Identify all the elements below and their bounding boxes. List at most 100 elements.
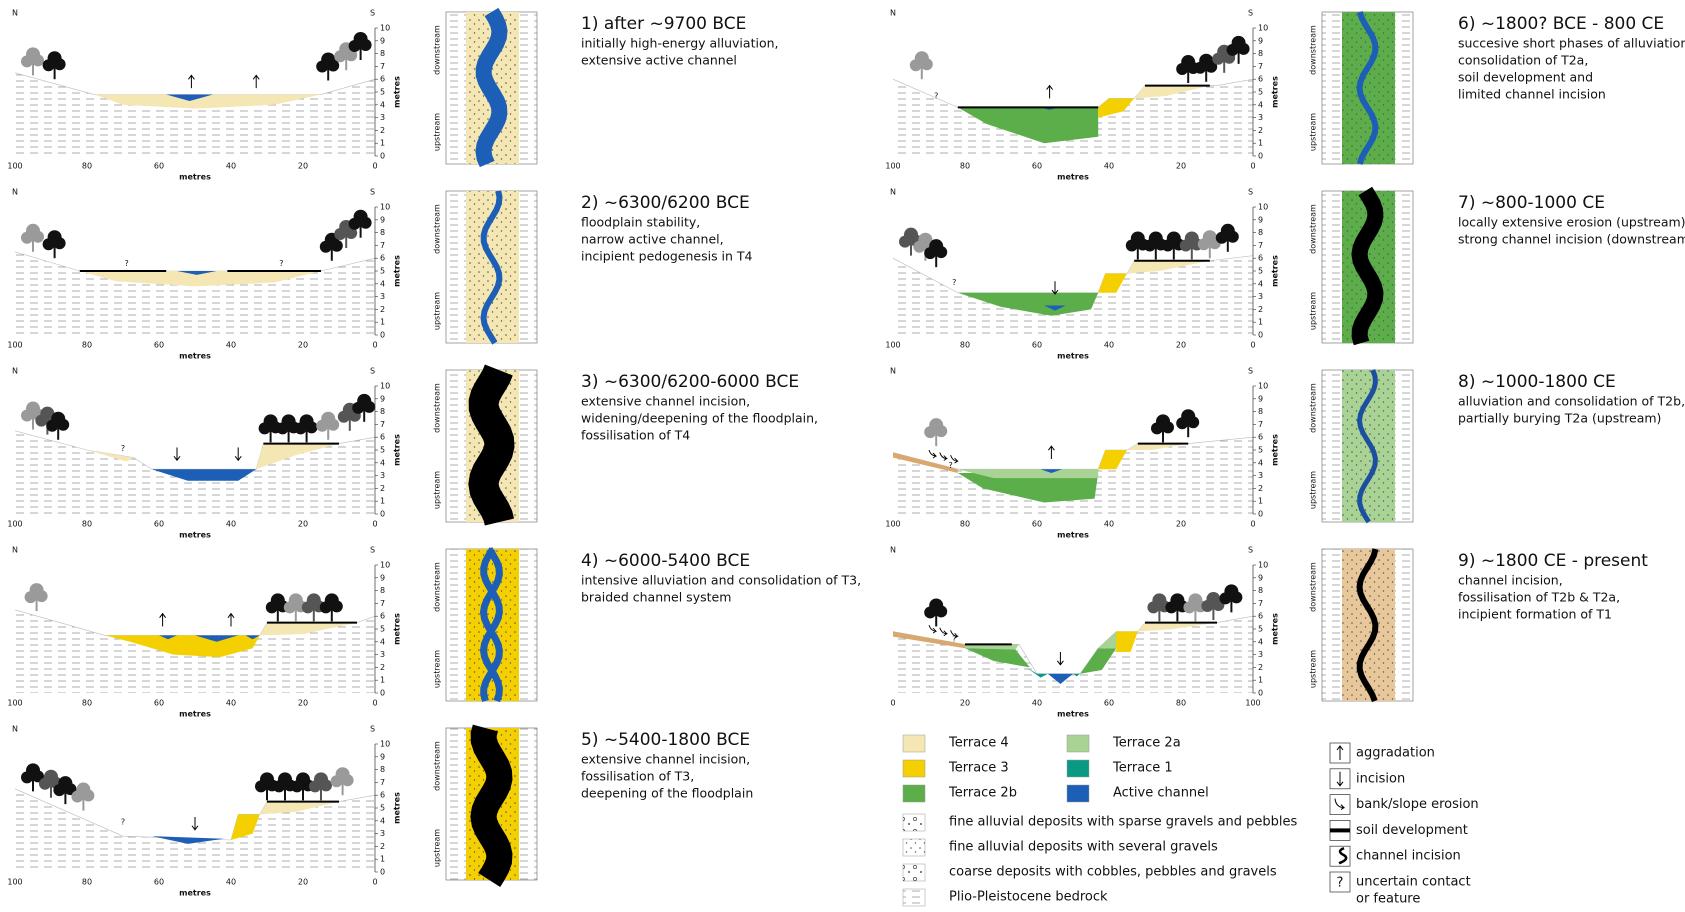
x-tick-label: 0 bbox=[1250, 341, 1255, 350]
uncertain-note: ? bbox=[279, 259, 283, 268]
stage-description: fossilisation of T4 bbox=[581, 428, 690, 443]
y-tick-label: 4 bbox=[380, 637, 385, 646]
y-tick-label: 1 bbox=[380, 676, 385, 685]
x-tick-label: 40 bbox=[226, 878, 236, 887]
x-tick-label: 100 bbox=[7, 699, 22, 708]
stage-description: initially high-energy alluviation, bbox=[581, 36, 779, 51]
legend-label: Terrace 1 bbox=[1112, 761, 1173, 776]
y-tick-label: 1 bbox=[380, 855, 385, 864]
stage-description: incipient formation of T1 bbox=[1458, 607, 1612, 622]
tree-crown bbox=[320, 419, 330, 429]
symbol-soil bbox=[1330, 828, 1350, 832]
legend-label: fine alluvial deposits with sparse grave… bbox=[949, 815, 1298, 830]
y-tick-label: 2 bbox=[1258, 484, 1263, 493]
x-tick-label: 80 bbox=[82, 878, 92, 887]
x-tick-label: 20 bbox=[298, 520, 308, 529]
y-tick-label: 2 bbox=[380, 126, 385, 135]
x-tick-label: 40 bbox=[226, 162, 236, 171]
south-label: S bbox=[370, 9, 375, 18]
downstream-label: downstream bbox=[1309, 562, 1318, 612]
tree-crown bbox=[1151, 600, 1161, 610]
south-label: S bbox=[370, 188, 375, 197]
x-tick-label: 60 bbox=[1032, 162, 1042, 171]
y-tick-label: 8 bbox=[1258, 586, 1263, 595]
y-tick-label: 0 bbox=[380, 510, 385, 519]
y-tick-label: 5 bbox=[1258, 625, 1263, 634]
x-axis-label: metres bbox=[179, 889, 211, 898]
legend-label: Terrace 3 bbox=[948, 761, 1009, 776]
stage-title: 7) ~800-1000 CE bbox=[1458, 193, 1605, 213]
y-tick-label: 4 bbox=[380, 100, 385, 109]
y-tick-label: 9 bbox=[380, 573, 385, 582]
tree-crown bbox=[75, 790, 85, 800]
y-tick-label: 1 bbox=[1258, 139, 1263, 148]
stage-title: 6) ~1800? BCE - 800 CE bbox=[1458, 14, 1664, 34]
y-tick-label: 0 bbox=[380, 331, 385, 340]
x-tick-label: 40 bbox=[1104, 162, 1114, 171]
y-tick-label: 3 bbox=[1258, 650, 1263, 659]
y-tick-label: 6 bbox=[1258, 612, 1263, 621]
y-tick-label: 8 bbox=[1258, 407, 1263, 416]
downstream-label: downstream bbox=[433, 562, 442, 612]
x-tick-label: 40 bbox=[1104, 341, 1114, 350]
stage-description: extensive channel incision, bbox=[581, 752, 750, 767]
tree-crown bbox=[1180, 62, 1190, 72]
x-axis-label: metres bbox=[179, 173, 211, 182]
tree-crown bbox=[324, 240, 334, 250]
y-tick-label: 1 bbox=[380, 497, 385, 506]
stage-title: 8) ~1000-1800 CE bbox=[1458, 372, 1616, 392]
x-tick-label: 100 bbox=[7, 878, 22, 887]
x-tick-label: 20 bbox=[298, 162, 308, 171]
y-tick-label: 0 bbox=[380, 152, 385, 161]
tree-crown bbox=[320, 59, 330, 69]
y-tick-label: 5 bbox=[380, 804, 385, 813]
stage-title: 5) ~5400-1800 BCE bbox=[581, 730, 750, 750]
y-axis-label: metres bbox=[393, 792, 402, 824]
legend-label: Terrace 2a bbox=[1112, 736, 1181, 751]
stage-description: soil development and bbox=[1458, 70, 1593, 85]
y-tick-label: 0 bbox=[1258, 510, 1263, 519]
tree-crown bbox=[1184, 238, 1194, 248]
x-axis-label: metres bbox=[179, 352, 211, 361]
stage-description: narrow active channel, bbox=[581, 232, 724, 247]
tree-crown bbox=[1148, 238, 1158, 248]
x-tick-label: 0 bbox=[372, 520, 377, 529]
stage-description: braided channel system bbox=[581, 590, 731, 605]
y-tick-label: 0 bbox=[380, 689, 385, 698]
y-tick-label: 4 bbox=[380, 279, 385, 288]
legend-label: channel incision bbox=[1356, 849, 1461, 864]
y-tick-label: 5 bbox=[380, 625, 385, 634]
y-tick-label: 9 bbox=[1258, 36, 1263, 45]
stage-description: floodplain stability, bbox=[581, 215, 700, 230]
tree-crown bbox=[288, 600, 298, 610]
y-axis-label: metres bbox=[393, 434, 402, 466]
tree-crown bbox=[338, 227, 348, 237]
y-tick-label: 8 bbox=[380, 407, 385, 416]
tree-crown bbox=[43, 777, 53, 787]
tree-crown bbox=[306, 600, 316, 610]
x-tick-label: 60 bbox=[154, 162, 164, 171]
x-tick-label: 20 bbox=[298, 699, 308, 708]
tree-crown bbox=[277, 779, 287, 789]
x-tick-label: 0 bbox=[372, 162, 377, 171]
x-tick-label: 0 bbox=[372, 878, 377, 887]
x-tick-label: 20 bbox=[960, 699, 970, 708]
tree-crown bbox=[342, 410, 352, 420]
y-tick-label: 4 bbox=[1258, 279, 1263, 288]
y-tick-label: 3 bbox=[380, 471, 385, 480]
stage-title: 2) ~6300/6200 BCE bbox=[581, 193, 750, 213]
y-axis-label: metres bbox=[1271, 434, 1280, 466]
tree-crown bbox=[25, 409, 35, 419]
y-tick-label: 10 bbox=[380, 561, 390, 570]
legend-label: incision bbox=[1356, 771, 1405, 786]
tree-crown bbox=[29, 590, 39, 600]
x-tick-label: 80 bbox=[82, 162, 92, 171]
tree-crown bbox=[903, 235, 913, 245]
upstream-label: upstream bbox=[433, 113, 442, 151]
south-label: S bbox=[1248, 188, 1253, 197]
downstream-label: downstream bbox=[433, 25, 442, 75]
y-tick-label: 8 bbox=[380, 49, 385, 58]
stage-title: 3) ~6300/6200-6000 BCE bbox=[581, 372, 799, 392]
y-tick-label: 5 bbox=[1258, 88, 1263, 97]
y-tick-label: 6 bbox=[1258, 75, 1263, 84]
